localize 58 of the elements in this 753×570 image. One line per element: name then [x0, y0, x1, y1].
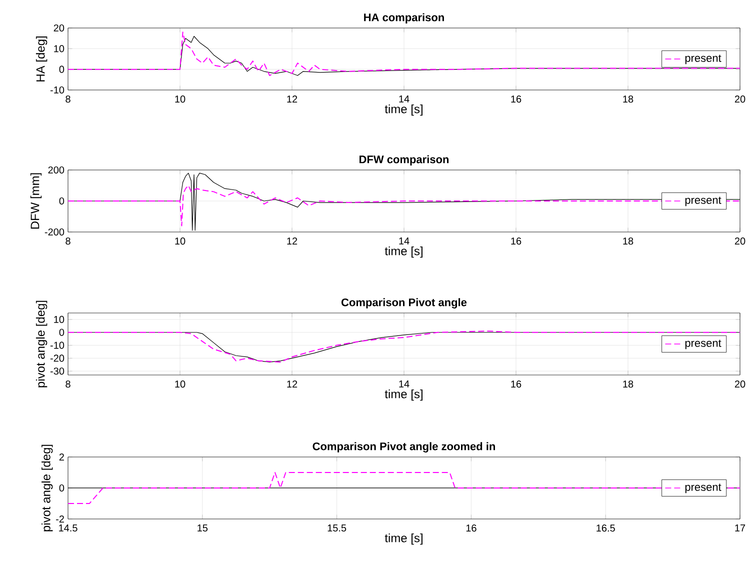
- y-tick-label: -10: [50, 342, 64, 349]
- x-tick-label: 8: [66, 380, 70, 388]
- x-tick-label: 18: [623, 96, 634, 103]
- x-tick-label: 14: [399, 238, 410, 244]
- y-tick-label: 0: [59, 197, 64, 205]
- y-axis-title: DFW [mm]: [30, 173, 42, 229]
- y-tick-label: -10: [50, 86, 64, 94]
- x-tick-label: 14.5: [59, 524, 78, 532]
- x-tick-label: 12: [287, 238, 298, 245]
- x-tick-label: 16: [511, 238, 522, 245]
- legend-label: present: [685, 340, 722, 350]
- y-axis-title: pivot angle [deg]: [42, 444, 53, 532]
- y-tick-label: -2: [56, 515, 64, 522]
- x-tick-label: 8: [66, 238, 70, 245]
- y-tick-label: -30: [50, 368, 64, 375]
- y-axis-title: HA [deg]: [36, 36, 48, 82]
- y-tick-label: 20: [54, 24, 64, 32]
- x-axis-title: time [s]: [384, 389, 422, 401]
- y-tick-label: 10: [54, 45, 64, 52]
- x-tick-label: 20: [734, 96, 746, 103]
- x-tick-label: 8: [66, 96, 70, 103]
- y-tick-label: 0: [59, 328, 64, 336]
- x-tick-label: 15.5: [328, 524, 346, 532]
- legend-label: present: [685, 54, 722, 64]
- x-axis-title: time [s]: [384, 533, 422, 545]
- x-tick-label: 16: [511, 380, 522, 388]
- y-tick-label: 200: [48, 166, 64, 174]
- x-tick-label: 15: [198, 524, 208, 532]
- x-tick-label: 16.5: [596, 524, 615, 532]
- x-tick-label: 10: [175, 96, 186, 103]
- legend-label: present: [685, 196, 722, 206]
- chart-title: HA comparison: [364, 13, 444, 24]
- x-tick-label: 18: [623, 238, 634, 245]
- x-tick-label: 20: [734, 238, 746, 245]
- y-tick-label: 2: [59, 454, 64, 460]
- x-tick-label: 10: [175, 380, 186, 388]
- x-tick-label: 12: [287, 96, 298, 103]
- legend-label: present: [685, 484, 722, 494]
- y-axis-title: pivot angle [deg]: [36, 300, 48, 388]
- chart-title: Comparison Pivot angle zoomed in: [312, 442, 495, 452]
- y-tick-label: -200: [44, 228, 64, 236]
- x-tick-label: 12: [287, 380, 298, 388]
- x-tick-label: 16: [466, 524, 476, 532]
- x-tick-label: 18: [623, 380, 634, 388]
- chart-title: Comparison Pivot angle: [342, 298, 467, 308]
- x-tick-label: 14: [399, 380, 410, 388]
- y-tick-label: 0: [59, 66, 64, 73]
- x-axis-title: time [s]: [384, 246, 422, 258]
- x-tick-label: 16: [511, 96, 522, 103]
- x-tick-label: 10: [175, 238, 186, 245]
- y-tick-label: 0: [59, 484, 64, 492]
- x-tick-label: 17: [735, 524, 746, 532]
- x-tick-label: 14: [399, 96, 410, 102]
- y-tick-label: -20: [50, 354, 64, 362]
- chart-title: DFW comparison: [360, 155, 449, 166]
- y-tick-label: 10: [54, 316, 64, 323]
- x-axis-title: time [s]: [384, 104, 422, 116]
- x-tick-label: 20: [734, 380, 746, 388]
